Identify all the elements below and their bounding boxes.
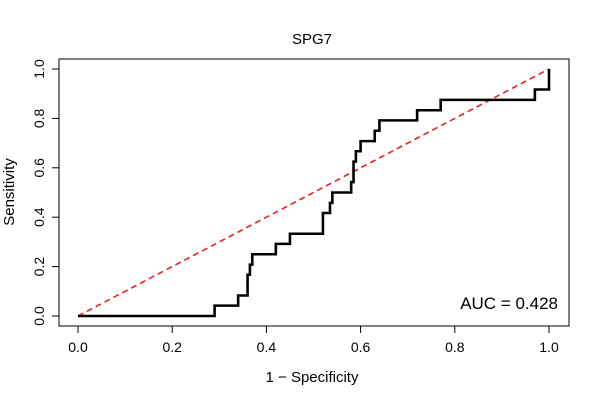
y-tick-label: 0.6: [31, 158, 47, 178]
x-tick-label: 0.8: [445, 339, 465, 355]
y-tick-label: 0.8: [31, 108, 47, 128]
x-tick-label: 1.0: [539, 339, 559, 355]
y-tick-label: 0.2: [31, 257, 47, 277]
y-axis-label: Sensitivity: [1, 158, 18, 226]
x-tick-label: 0.0: [68, 339, 88, 355]
auc-annotation: AUC = 0.428: [460, 294, 558, 313]
x-tick-label: 0.4: [257, 339, 277, 355]
x-axis: 0.0 0.2 0.4 0.6 0.8 1.0: [68, 325, 559, 355]
roc-curve-line: [78, 69, 551, 318]
x-axis-label: 1 − Specificity: [266, 369, 359, 386]
series-layer: [77, 68, 551, 318]
y-tick-label: 1.0: [31, 59, 47, 79]
y-axis: 0.0 0.2 0.4 0.6 0.8 1.0: [31, 59, 60, 326]
chance-diagonal-line: [77, 68, 550, 317]
y-tick-label: 0.4: [31, 207, 47, 227]
chart-title: SPG7: [292, 31, 332, 48]
x-tick-label: 0.6: [351, 339, 371, 355]
y-tick-label: 0.0: [31, 306, 47, 326]
x-tick-label: 0.2: [162, 339, 182, 355]
